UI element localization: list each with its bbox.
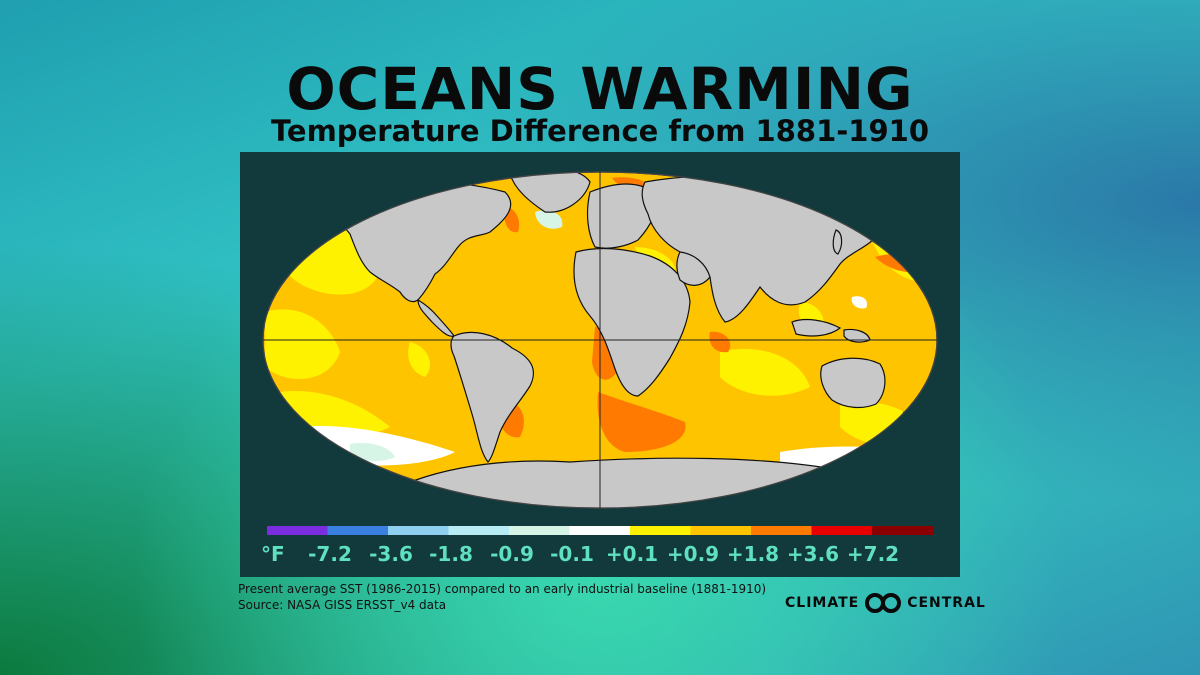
legend-tick: +0.9 <box>666 542 720 566</box>
legend-tick: -1.8 <box>429 542 473 566</box>
legend-swatch <box>388 526 449 535</box>
legend-swatch <box>569 526 631 535</box>
legend-tick: -0.1 <box>550 542 594 566</box>
legend-tick: +0.1 <box>605 542 659 566</box>
legend-swatch <box>327 526 389 535</box>
world-map <box>262 171 938 509</box>
legend-tick: +3.6 <box>786 542 840 566</box>
footnote-source: Source: NASA GISS ERSST_v4 data <box>238 598 447 612</box>
map-panel: °F -7.2 -3.6 -1.8 -0.9 -0.1 +0.1 +0.9 +1… <box>240 152 960 577</box>
page-title: OCEANS WARMING <box>286 55 914 123</box>
legend-swatch <box>630 526 691 535</box>
legend-swatch <box>811 526 873 535</box>
logo-text-left: CLIMATE <box>785 595 860 611</box>
legend-tick: +7.2 <box>846 542 900 566</box>
legend-tick: -0.9 <box>490 542 534 566</box>
legend-swatch <box>872 526 933 535</box>
climate-central-logo[interactable]: CLIMATE CENTRAL <box>785 592 986 614</box>
legend-swatch <box>690 526 752 535</box>
legend-swatch <box>509 526 570 535</box>
color-legend <box>267 526 933 535</box>
climate-central-logo-icon <box>865 593 902 613</box>
legend-unit: °F <box>261 542 285 566</box>
legend-tick: +1.8 <box>726 542 780 566</box>
footnote-description: Present average SST (1986-2015) compared… <box>238 582 767 596</box>
legend-tick: -7.2 <box>308 542 352 566</box>
legend-swatch <box>267 526 328 535</box>
legend-tick: -3.6 <box>369 542 413 566</box>
logo-text-right: CENTRAL <box>907 595 986 611</box>
page-subtitle: Temperature Difference from 1881-1910 <box>270 114 930 148</box>
legend-swatch <box>751 526 812 535</box>
legend-swatch <box>448 526 510 535</box>
